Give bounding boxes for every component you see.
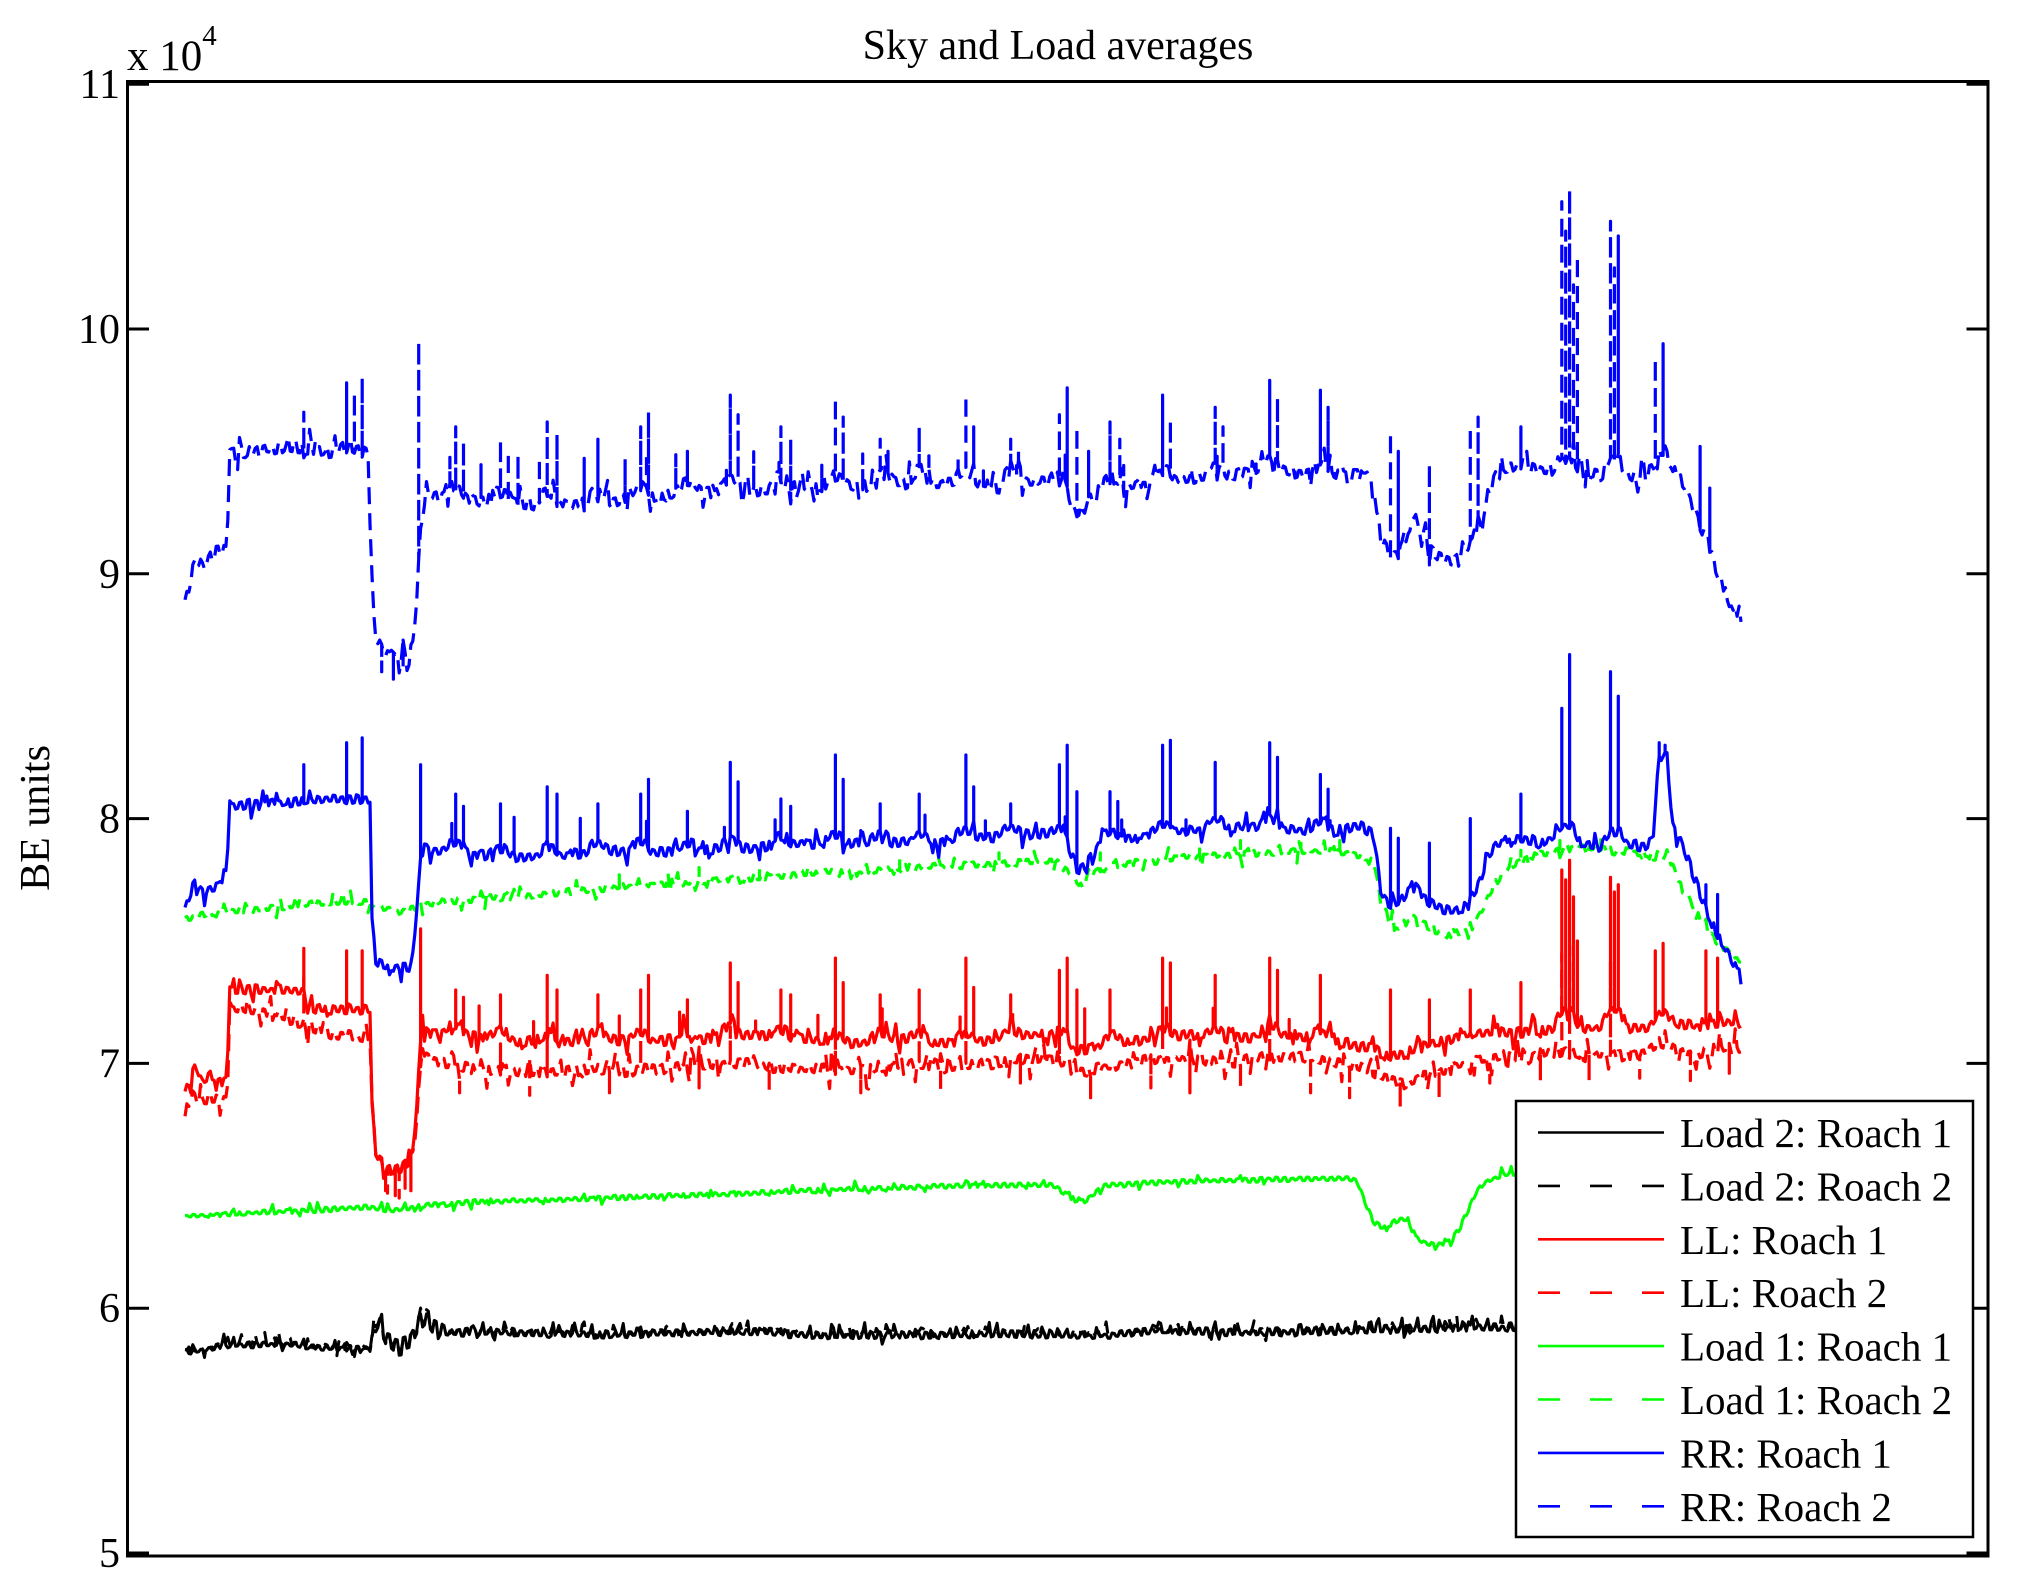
svg-text:5: 5 [99, 1531, 120, 1577]
svg-text:11: 11 [80, 62, 120, 108]
svg-text:6: 6 [99, 1286, 120, 1332]
svg-text:9: 9 [99, 552, 120, 598]
svg-text:RR: Roach 2: RR: Roach 2 [1680, 1484, 1892, 1530]
svg-text:LL: Roach 2: LL: Roach 2 [1680, 1270, 1887, 1316]
svg-text:BE units: BE units [13, 745, 59, 891]
svg-text:Sky and Load averages: Sky and Load averages [863, 23, 1254, 69]
svg-text:Load 2: Roach 2: Load 2: Roach 2 [1680, 1163, 1952, 1209]
svg-text:RR: Roach 1: RR: Roach 1 [1680, 1430, 1892, 1476]
svg-text:7: 7 [99, 1041, 120, 1087]
svg-text:LL: Roach 1: LL: Roach 1 [1680, 1217, 1887, 1263]
svg-text:Load 2: Roach 1: Load 2: Roach 1 [1680, 1110, 1952, 1156]
svg-text:8: 8 [99, 797, 120, 843]
svg-text:Load 1: Roach 2: Load 1: Roach 2 [1680, 1377, 1952, 1423]
svg-text:Load 1: Roach 1: Load 1: Roach 1 [1680, 1324, 1952, 1370]
svg-text:10: 10 [78, 307, 120, 353]
